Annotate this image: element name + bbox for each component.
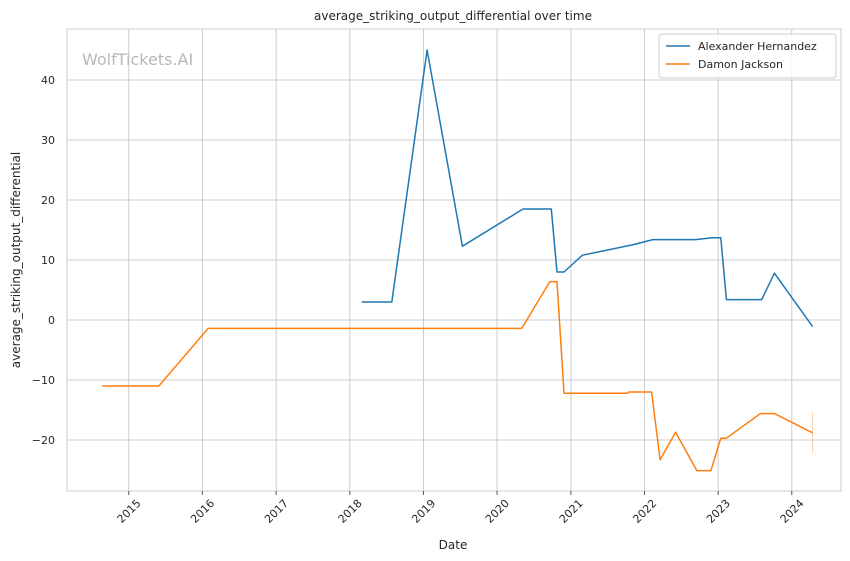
chart-title: average_striking_output_differential ove…: [314, 9, 592, 23]
series-lines: [102, 49, 814, 472]
y-axis-title: average_striking_output_differential: [9, 152, 23, 368]
watermark: WolfTickets.AI: [82, 50, 193, 69]
y-tick-label: 10: [41, 254, 55, 267]
series-line-alexander-hernandez: [361, 49, 814, 328]
x-tick-label: 2022: [630, 497, 659, 526]
y-tick-label: 30: [41, 134, 55, 147]
y-tick-label: −10: [32, 374, 55, 387]
legend-label-damon-jackson: Damon Jackson: [698, 58, 783, 71]
x-axis-ticks: 2015 2016 2017 2018 2019 2020 2021 2022 2023 2024: [115, 491, 807, 526]
y-tick-label: 0: [48, 314, 55, 327]
x-tick-label: 2017: [262, 497, 291, 526]
gridlines: [67, 29, 841, 491]
y-tick-label: 20: [41, 194, 55, 207]
y-axis-ticks: −20 −10 0 10 20 30 40: [32, 74, 55, 447]
x-tick-label: 2019: [409, 497, 438, 526]
x-tick-label: 2024: [778, 497, 807, 526]
x-tick-label: 2015: [115, 497, 144, 526]
y-tick-label: −20: [32, 434, 55, 447]
x-tick-label: 2016: [188, 497, 217, 526]
x-tick-label: 2023: [704, 497, 733, 526]
x-tick-label: 2021: [557, 497, 586, 526]
x-tick-label: 2018: [336, 497, 365, 526]
legend-label-alexander-hernandez: Alexander Hernandez: [698, 40, 817, 53]
x-tick-label: 2020: [483, 497, 512, 526]
x-axis-title: Date: [439, 538, 468, 552]
y-tick-label: 40: [41, 74, 55, 87]
legend: Alexander Hernandez Damon Jackson: [658, 33, 837, 79]
series-line-damon-jackson: [102, 280, 813, 472]
legend-box: [658, 33, 837, 79]
